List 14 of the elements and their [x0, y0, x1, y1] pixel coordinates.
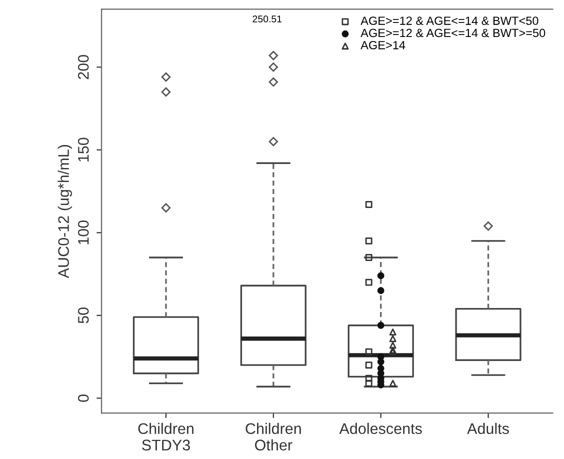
legend-label: AGE>=12 & AGE<=14 & BWT>=50: [360, 28, 546, 38]
annotation: 250.51: [252, 15, 282, 22]
y-tick-label: 200: [78, 54, 89, 80]
y-tick-label: 100: [78, 220, 89, 244]
legend-label: AGE>=12 & AGE<=14 & BWT<50: [360, 16, 538, 25]
legend-label: AGE>14: [360, 40, 406, 50]
x-tick-label: Adults: [467, 422, 509, 434]
y-tick-label: 50: [78, 308, 89, 324]
y-tick-label: 150: [78, 138, 89, 162]
y-tick-label: 0: [78, 394, 89, 402]
x-tick-label: Children STDY3: [138, 422, 194, 450]
x-tick-label: Children Other: [246, 422, 301, 450]
x-tick-label: Adolescents: [339, 422, 422, 434]
y-axis-title: AUC0-12 (ug*h/mL): [58, 145, 72, 278]
